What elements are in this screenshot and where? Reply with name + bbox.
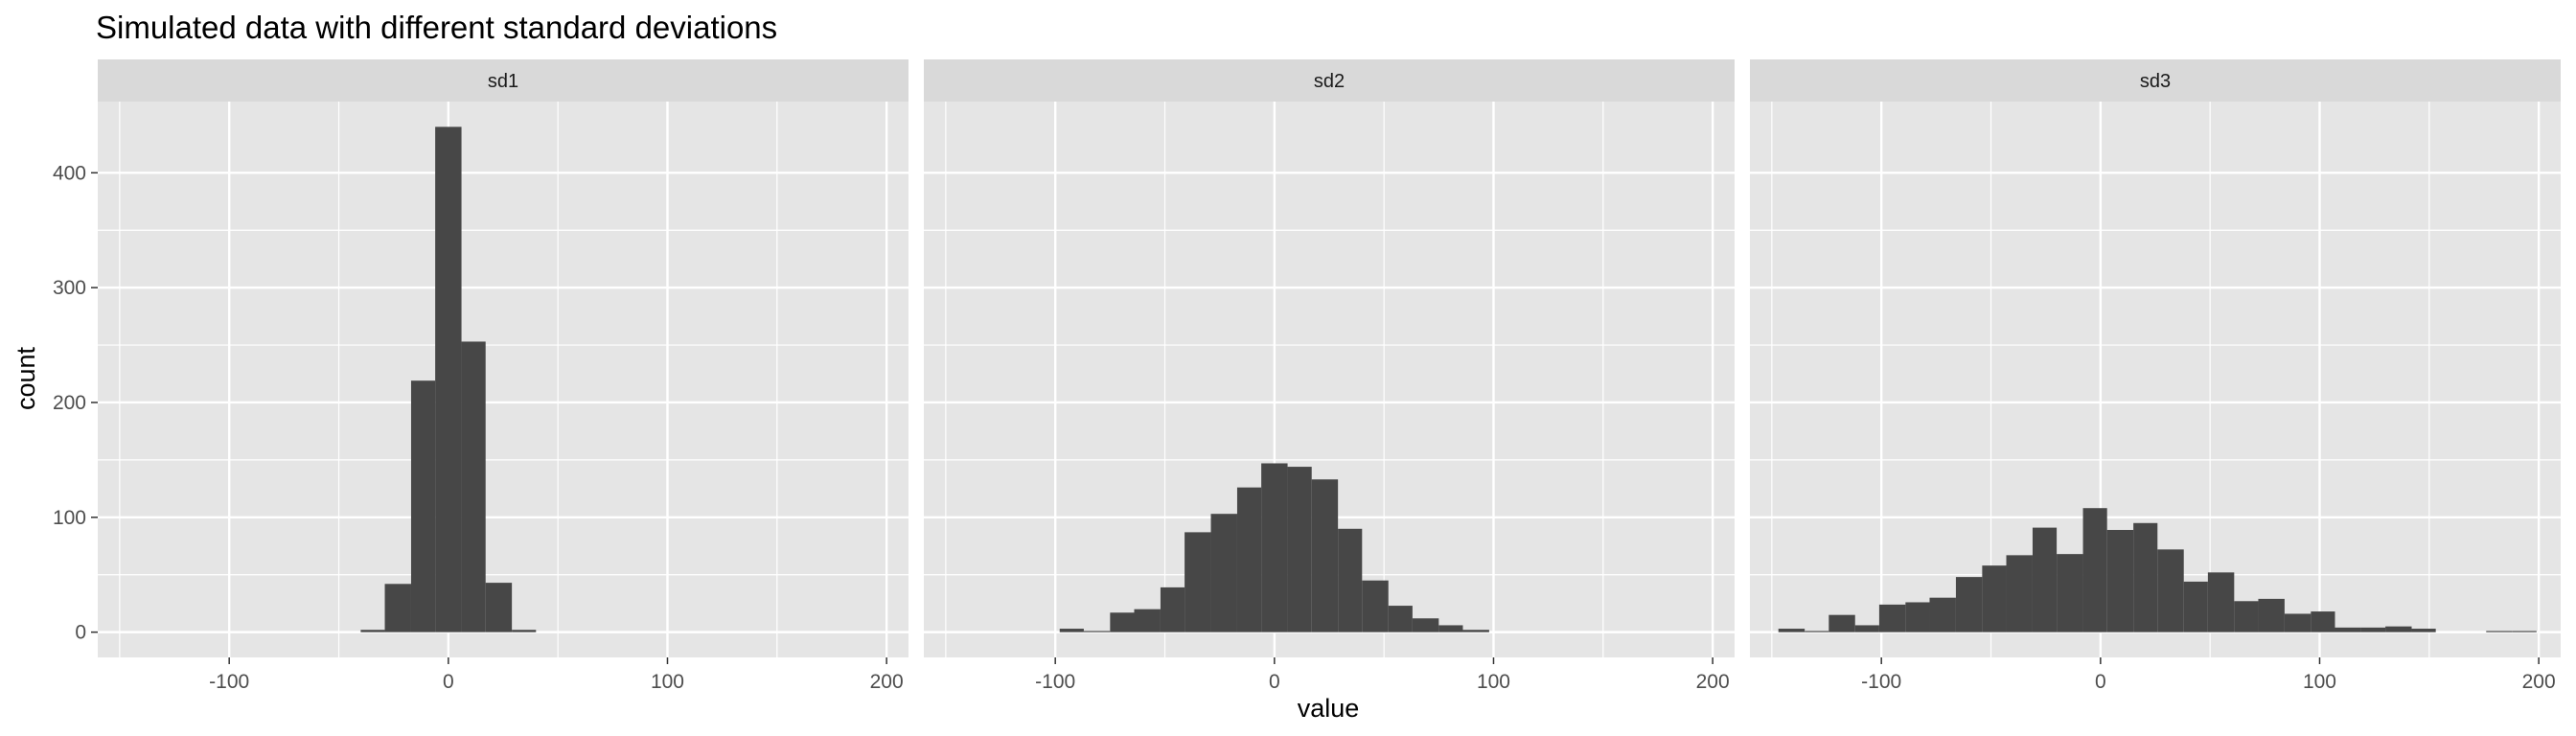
x-tick-label: 100 (2303, 671, 2336, 693)
panel-background (98, 102, 908, 657)
histogram-bar (435, 126, 462, 632)
histogram-bar (384, 584, 411, 632)
histogram-bar (2411, 629, 2436, 632)
x-tick-label: 200 (2522, 671, 2556, 693)
histogram-bar (1236, 487, 1262, 632)
x-tick-label: 0 (2095, 671, 2106, 693)
histogram-bar (485, 583, 513, 632)
facet-strip (1750, 59, 2561, 102)
x-tick-label: 200 (870, 671, 904, 693)
histogram-bar (410, 380, 436, 632)
histogram-bar (1854, 625, 1879, 632)
x-axes: -100 0 100 200 -100 0 100 200 -100 0 100 200 (209, 657, 2556, 693)
y-tick-label: 400 (53, 162, 86, 184)
histogram-bar (2207, 572, 2235, 632)
histogram-bar (1311, 479, 1339, 632)
histogram-bar (1184, 532, 1211, 632)
x-tick-label: 0 (443, 671, 454, 693)
y-tick-label: 200 (53, 392, 86, 414)
y-axis-title: count (12, 346, 40, 410)
y-axis: 0 100 200 300 400 (53, 162, 98, 644)
histogram-bars (360, 126, 537, 632)
y-tick-label: 0 (75, 622, 86, 644)
histogram-bar (2133, 522, 2158, 632)
histogram-bar (461, 341, 486, 632)
x-tick-label: -100 (1035, 671, 1075, 693)
histogram-bar (1929, 597, 1956, 632)
y-tick-label: 100 (53, 507, 86, 529)
histogram-bar (360, 630, 385, 632)
histogram-bar (1110, 612, 1135, 632)
histogram-bar (1388, 606, 1413, 632)
histogram-bar (2512, 631, 2537, 632)
facet-panel-sd2: sd2 (924, 59, 1735, 657)
facet-strip (98, 59, 908, 102)
histogram-bar (2183, 581, 2208, 632)
histogram-bar (1362, 580, 1389, 632)
histogram-bar (2032, 527, 2058, 632)
x-tick-label: -100 (1861, 671, 1901, 693)
histogram-bar (1210, 514, 1237, 632)
x-tick-label: -100 (209, 671, 249, 693)
facet-strip-label: sd1 (488, 71, 518, 92)
histogram-bar (2258, 598, 2285, 632)
histogram-bar (1059, 629, 1084, 632)
histogram-bar (2360, 627, 2386, 632)
histogram-bar (1083, 631, 1111, 632)
histogram-bar (2106, 529, 2134, 632)
histogram-bar (2334, 627, 2361, 632)
histogram-bar (1778, 629, 1806, 632)
histogram-bar (2157, 549, 2184, 632)
histogram-bars (1778, 508, 2537, 632)
histogram-bar (2385, 626, 2412, 632)
histogram-bar (1905, 602, 1930, 632)
x-tick-label: 100 (1477, 671, 1510, 693)
facet-strip-label: sd3 (2140, 71, 2171, 92)
histogram-bar (2486, 631, 2513, 632)
facet-panels: sd1 sd2 sd3 (98, 59, 2561, 657)
histogram-bar (1982, 565, 2007, 632)
histogram-bar (2057, 554, 2083, 632)
histogram-bar (1160, 586, 1185, 632)
histogram-bar (1412, 618, 1439, 632)
x-tick-label: 200 (1696, 671, 1730, 693)
histogram-bar (1261, 463, 1288, 632)
facet-panel-sd3: sd3 (1750, 59, 2561, 657)
histogram-bar (1805, 631, 1829, 632)
histogram-bar (1287, 467, 1312, 632)
x-axis-title: value (1298, 694, 1360, 723)
histogram-bar (1878, 604, 1906, 632)
histogram-bar (1438, 625, 1463, 632)
x-tick-label: 0 (1269, 671, 1280, 693)
histogram-bar (2082, 508, 2107, 632)
x-axis-sd1: -100 0 100 200 (209, 657, 904, 693)
x-axis-sd3: -100 0 100 200 (1861, 657, 2556, 693)
histogram-bar (2006, 555, 2033, 632)
chart-title: Simulated data with different standard d… (96, 10, 777, 45)
histogram-bar (1134, 609, 1161, 632)
facet-strip (924, 59, 1735, 102)
histogram-bar (512, 630, 537, 632)
y-tick-label: 300 (53, 277, 86, 299)
histogram-bar (1828, 614, 1855, 632)
histogram-bar (1338, 528, 1363, 632)
histogram-bar (1955, 577, 1983, 632)
x-axis-sd2: -100 0 100 200 (1035, 657, 1730, 693)
histogram-bar (2311, 611, 2335, 632)
x-tick-label: 100 (651, 671, 684, 693)
histogram-bars (1059, 463, 1489, 632)
histogram-bar (2234, 601, 2259, 632)
histogram-bar (2284, 613, 2312, 632)
facet-panel-sd1: sd1 (98, 59, 908, 657)
histogram-bar (1462, 630, 1489, 632)
facet-strip-label: sd2 (1314, 71, 1345, 92)
